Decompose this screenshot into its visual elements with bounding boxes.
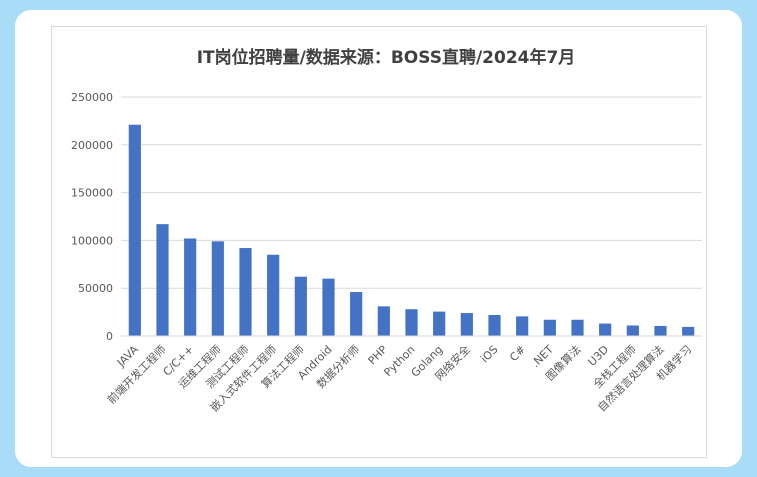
x-axis-ticks: JAVA前端开发工程师C/C++运维工程师测试工程师嵌入式软件工程师算法工程师A… <box>104 342 694 414</box>
bar <box>488 314 501 336</box>
bar <box>405 309 418 336</box>
bar-chart: IT岗位招聘量/数据来源：BOSS直聘/2024年7月 0 50000 100000… <box>71 47 702 414</box>
bar <box>654 325 667 336</box>
bar <box>350 292 363 336</box>
bar <box>294 276 307 336</box>
bar <box>239 248 252 336</box>
chart-title: IT岗位招聘量/数据来源：BOSS直聘/2024年7月 <box>197 47 576 68</box>
y-tick-label: 250000 <box>71 91 113 104</box>
y-tick-label: 0 <box>106 330 113 343</box>
bar <box>267 254 280 336</box>
bar <box>460 313 473 336</box>
bar <box>156 224 169 336</box>
y-tick-label: 150000 <box>71 187 113 200</box>
y-tick-label: 100000 <box>71 234 113 247</box>
bar <box>599 323 612 336</box>
x-tick-label: C# <box>507 343 528 364</box>
bar <box>626 325 639 336</box>
card-frame: IT岗位招聘量/数据来源：BOSS直聘/2024年7月 0 50000 100000… <box>15 10 742 467</box>
bar <box>128 124 141 336</box>
gridlines <box>121 96 702 337</box>
bar <box>433 311 446 336</box>
y-tick-label: 200000 <box>71 139 113 152</box>
y-tick-label: 50000 <box>78 282 113 295</box>
chart-area: IT岗位招聘量/数据来源：BOSS直聘/2024年7月 0 50000 100000… <box>51 26 707 458</box>
bar <box>516 316 529 336</box>
bar <box>322 278 335 336</box>
bar <box>184 238 197 336</box>
y-axis-ticks: 0 50000 100000 150000 200000 250000 <box>71 91 113 343</box>
x-tick-label: iOS <box>478 343 500 365</box>
bars <box>121 124 702 337</box>
bar <box>682 326 695 336</box>
bar <box>377 306 390 336</box>
bar <box>543 319 556 336</box>
bar <box>571 319 584 336</box>
bar <box>211 241 224 336</box>
